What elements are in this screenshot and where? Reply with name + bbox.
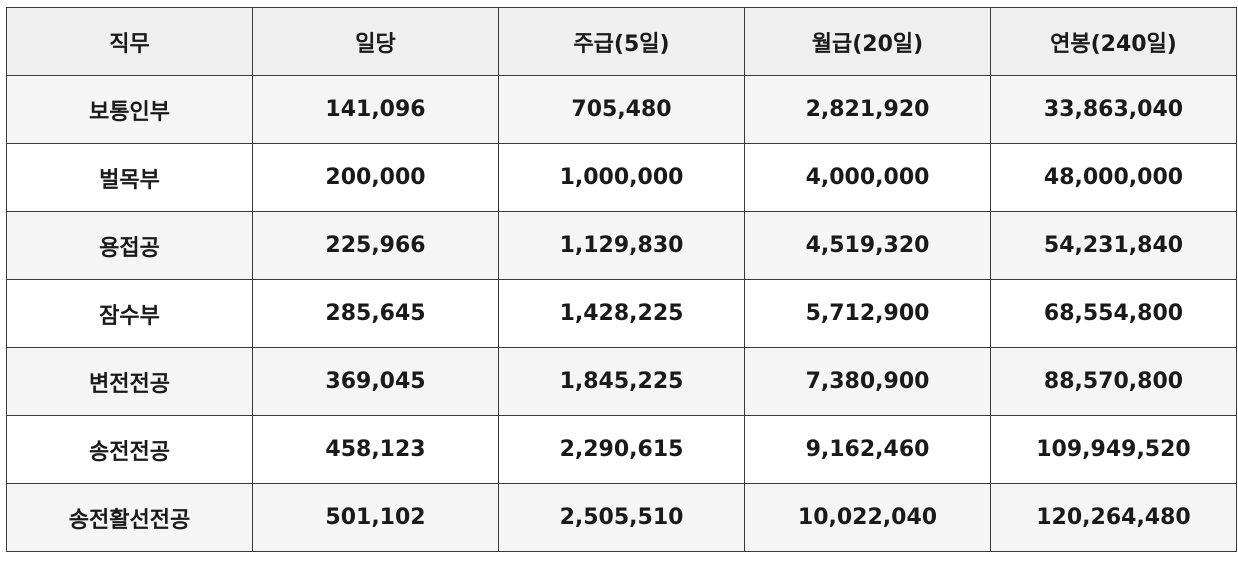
- wage-cell: 501,102: [252, 483, 499, 552]
- job-cell: 송전활선전공: [6, 483, 253, 552]
- table-row: 잠수부 285,645 1,428,225 5,712,900 68,554,800: [6, 279, 1237, 348]
- wage-cell: 9,162,460: [744, 415, 991, 484]
- wage-cell: 200,000: [252, 143, 499, 212]
- table-row: 벌목부 200,000 1,000,000 4,000,000 48,000,000: [6, 143, 1237, 212]
- wage-cell: 5,712,900: [744, 279, 991, 348]
- job-cell: 벌목부: [6, 143, 253, 212]
- wage-cell: 2,505,510: [498, 483, 745, 552]
- table-row: 송전전공 458,123 2,290,615 9,162,460 109,949,520: [6, 415, 1237, 484]
- wage-cell: 7,380,900: [744, 347, 991, 416]
- table-row: 송전활선전공 501,102 2,505,510 10,022,040 120,264,…: [6, 483, 1237, 552]
- table-body: 보통인부 141,096 705,480 2,821,920 33,863,040 벌목부…: [6, 75, 1237, 552]
- job-cell: 송전전공: [6, 415, 253, 484]
- wage-cell: 705,480: [498, 75, 745, 144]
- wage-cell: 1,845,225: [498, 347, 745, 416]
- wage-cell: 285,645: [252, 279, 499, 348]
- wage-cell: 10,022,040: [744, 483, 991, 552]
- header-row: 직무 일당 주급(5일) 월급(20일) 연봉(240일): [6, 7, 1237, 76]
- wage-cell: 120,264,480: [990, 483, 1237, 552]
- wage-cell: 369,045: [252, 347, 499, 416]
- job-cell: 용접공: [6, 211, 253, 280]
- job-cell: 보통인부: [6, 75, 253, 144]
- wage-cell: 1,129,830: [498, 211, 745, 280]
- wage-cell: 458,123: [252, 415, 499, 484]
- wage-cell: 48,000,000: [990, 143, 1237, 212]
- table-row: 보통인부 141,096 705,480 2,821,920 33,863,040: [6, 75, 1237, 144]
- job-cell: 변전전공: [6, 347, 253, 416]
- header-cell: 월급(20일): [744, 7, 991, 76]
- wage-cell: 4,519,320: [744, 211, 991, 280]
- job-cell: 잠수부: [6, 279, 253, 348]
- wage-cell: 4,000,000: [744, 143, 991, 212]
- wage-cell: 2,290,615: [498, 415, 745, 484]
- header-cell: 연봉(240일): [990, 7, 1237, 76]
- wage-cell: 88,570,800: [990, 347, 1237, 416]
- wage-cell: 33,863,040: [990, 75, 1237, 144]
- wage-cell: 225,966: [252, 211, 499, 280]
- wage-cell: 54,231,840: [990, 211, 1237, 280]
- wage-table: 직무 일당 주급(5일) 월급(20일) 연봉(240일) 보통인부 141,096 705…: [6, 7, 1237, 552]
- table-row: 변전전공 369,045 1,845,225 7,380,900 88,570,800: [6, 347, 1237, 416]
- table-row: 용접공 225,966 1,129,830 4,519,320 54,231,840: [6, 211, 1237, 280]
- wage-cell: 2,821,920: [744, 75, 991, 144]
- wage-cell: 109,949,520: [990, 415, 1237, 484]
- header-cell: 주급(5일): [498, 7, 745, 76]
- table-head: 직무 일당 주급(5일) 월급(20일) 연봉(240일): [6, 7, 1237, 76]
- wage-cell: 1,000,000: [498, 143, 745, 212]
- wage-cell: 141,096: [252, 75, 499, 144]
- header-cell: 직무: [6, 7, 253, 76]
- wage-cell: 1,428,225: [498, 279, 745, 348]
- wage-cell: 68,554,800: [990, 279, 1237, 348]
- header-cell: 일당: [252, 7, 499, 76]
